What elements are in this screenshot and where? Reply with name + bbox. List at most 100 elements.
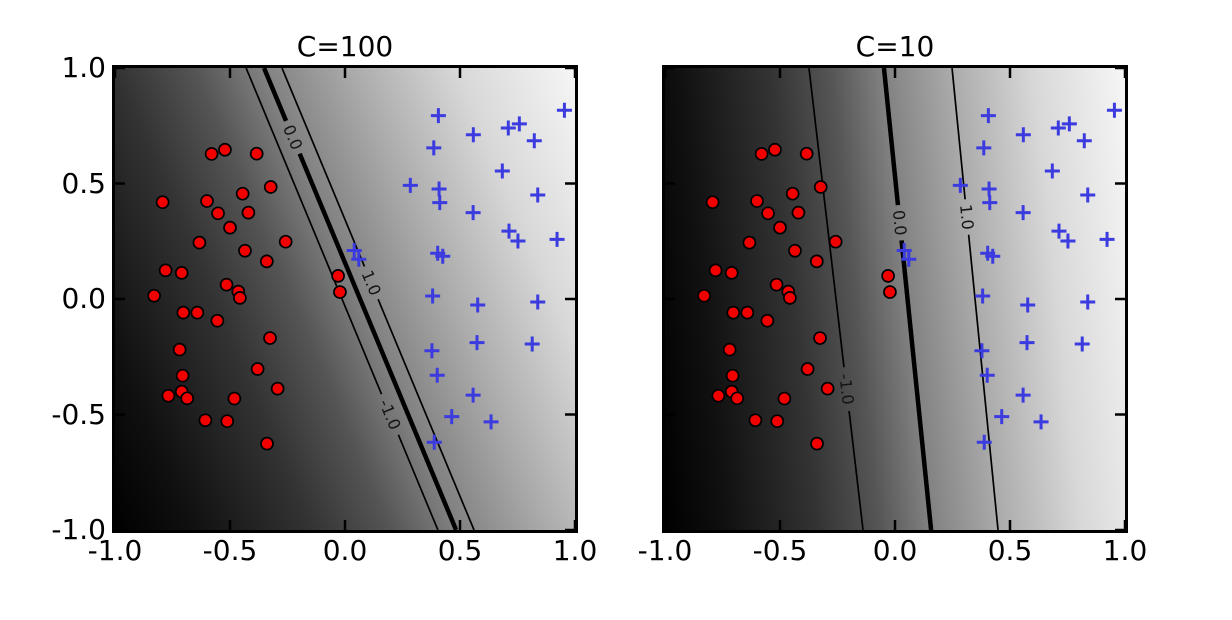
red-dot-marker <box>748 413 763 428</box>
contour-line-0.0 <box>881 68 901 206</box>
red-dot-marker <box>210 313 225 328</box>
blue-plus-marker <box>469 335 485 351</box>
x-tick-label: 0.5 <box>987 534 1033 567</box>
blue-plus-marker <box>470 297 486 313</box>
blue-plus-marker <box>1060 233 1076 249</box>
y-tick-label: 0.0 <box>61 282 106 315</box>
blue-plus-marker <box>500 120 516 136</box>
contour-label-1.0: 1.0 <box>956 203 977 230</box>
contour-line--1.0 <box>848 410 864 530</box>
red-dot-marker <box>783 290 797 305</box>
subplot-title-c100: C=100 <box>296 30 394 63</box>
x-tick-label: 1.0 <box>1102 534 1148 567</box>
plot-svg-c10: -1.0 0.0 1.0 <box>665 68 1125 530</box>
blue-plus-marker <box>556 102 572 118</box>
blue-plus-marker <box>994 409 1010 425</box>
plot-svg-c100: -1.0 0.0 1.0 <box>115 68 575 530</box>
red-dot-marker <box>270 381 285 396</box>
contour-line--1.0 <box>397 434 439 530</box>
red-dot-marker <box>263 180 278 194</box>
blue-plus-marker <box>530 187 546 203</box>
blue-plus-marker <box>1015 127 1031 143</box>
blue-plus-marker <box>494 163 510 179</box>
x-tick-label: 0.0 <box>322 534 368 567</box>
red-dot-marker <box>828 234 843 249</box>
contour-label-0.0: 0.0 <box>889 209 910 236</box>
blue-plus-marker <box>1074 336 1090 352</box>
red-dot-marker <box>250 362 265 376</box>
red-dot-marker <box>219 277 234 292</box>
blue-plus-marker <box>982 195 998 211</box>
blue-plus-marker <box>975 288 991 304</box>
x-tick-label: 0.0 <box>872 534 918 567</box>
blue-plus-marker <box>985 248 1001 264</box>
red-dot-marker <box>754 147 769 161</box>
blue-plus-marker <box>1044 163 1060 179</box>
y-tick-label: 0.5 <box>61 166 106 200</box>
red-dot-marker <box>881 269 895 283</box>
blue-plus-marker <box>1080 187 1096 203</box>
subplot-title-c10: C=10 <box>855 30 935 63</box>
red-dot-marker <box>161 388 176 403</box>
blue-plus-marker <box>510 233 526 249</box>
blue-plus-marker <box>425 288 441 304</box>
red-dot-marker <box>220 414 235 429</box>
red-dot-marker <box>809 254 824 269</box>
blue-plus-marker <box>980 108 996 124</box>
red-dot-marker <box>175 368 190 383</box>
blue-plus-marker <box>1099 231 1115 247</box>
blue-plus-marker <box>435 248 451 264</box>
contour-line-1.0 <box>377 298 475 530</box>
blue-plus-marker <box>526 133 542 149</box>
blue-plus-marker <box>1015 205 1031 221</box>
contour-label-1.0: 1.0 <box>358 267 385 298</box>
red-dot-marker <box>724 266 739 280</box>
blue-plus-marker <box>402 177 418 193</box>
red-dot-marker <box>204 147 219 161</box>
blue-plus-marker <box>1020 297 1036 313</box>
red-dot-marker <box>158 263 173 278</box>
red-dot-marker <box>259 254 274 269</box>
blue-plus-marker <box>1061 116 1077 132</box>
red-dot-marker <box>198 413 213 428</box>
x-tick-label: 1.0 <box>552 534 598 567</box>
red-dot-marker <box>705 195 720 210</box>
red-dot-marker <box>241 205 256 220</box>
blue-plus-marker <box>549 231 565 247</box>
blue-plus-marker <box>979 367 995 383</box>
red-dot-marker <box>725 368 740 383</box>
y-tick-label: -1.0 <box>51 513 106 546</box>
blue-plus-marker <box>424 343 440 359</box>
red-dot-marker <box>278 234 293 249</box>
contour-line-0.0 <box>899 240 934 530</box>
blue-plus-marker <box>351 251 367 267</box>
red-dot-marker <box>799 146 814 161</box>
red-dot-marker <box>777 391 792 406</box>
red-dot-marker <box>249 146 264 161</box>
blue-plus-marker <box>431 181 447 197</box>
red-dot-marker <box>726 305 741 320</box>
blue-plus-marker <box>896 242 912 258</box>
x-tick-label: 0.5 <box>437 534 483 567</box>
blue-plus-marker <box>1033 414 1049 430</box>
red-dot-marker <box>192 235 207 250</box>
red-dot-marker <box>773 220 787 235</box>
blue-plus-marker <box>465 205 481 221</box>
red-dot-marker <box>172 342 187 357</box>
blue-plus-marker <box>1080 294 1096 310</box>
red-dot-marker <box>883 285 897 299</box>
blue-plus-marker <box>483 414 499 430</box>
red-dot-marker <box>820 381 835 396</box>
blue-plus-marker <box>524 336 540 352</box>
contour-line-0.0 <box>297 152 459 530</box>
blue-plus-marker <box>952 177 968 193</box>
red-dot-marker <box>810 436 824 451</box>
contour-label--1.0: -1.0 <box>375 396 405 432</box>
contour-label--1.0: -1.0 <box>835 372 858 405</box>
red-dot-marker <box>813 331 827 345</box>
red-dot-marker <box>768 142 782 157</box>
red-dot-marker <box>750 194 764 208</box>
red-dot-marker <box>761 206 775 221</box>
red-dot-marker <box>697 288 711 303</box>
contour-line--1.0 <box>808 68 845 368</box>
